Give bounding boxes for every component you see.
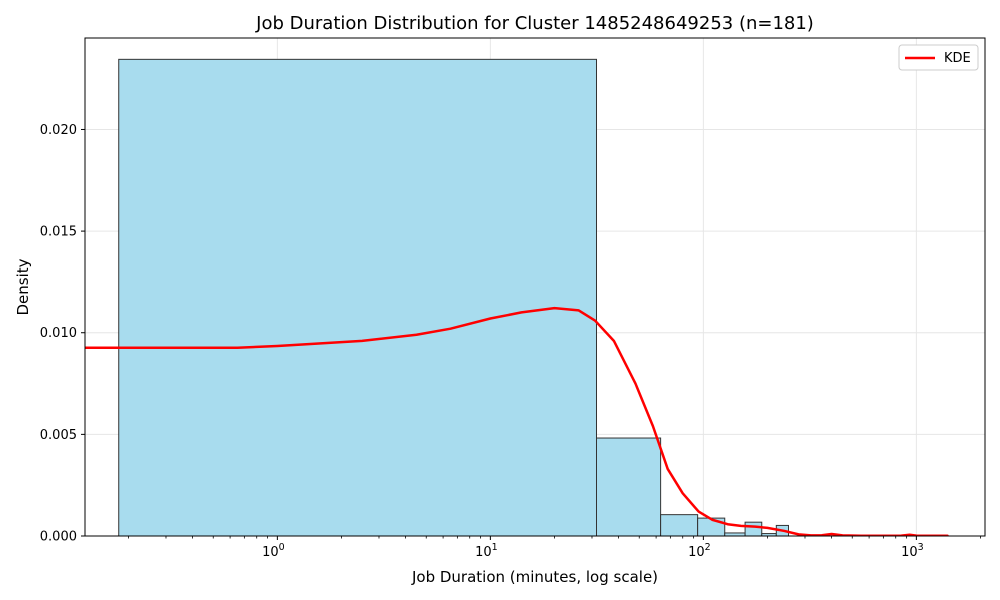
y-tick-label: 0.020	[40, 123, 77, 138]
y-tick-label: 0.000	[40, 530, 77, 545]
y-tick-label: 0.005	[40, 428, 77, 443]
x-tick-label: 103	[901, 542, 924, 560]
y-tick-label: 0.015	[40, 225, 77, 240]
histogram-bar	[596, 437, 662, 536]
histogram-bar	[744, 521, 763, 536]
y-axis-label: Density	[14, 258, 32, 315]
x-tick-label: 102	[688, 542, 711, 560]
x-axis-label: Job Duration (minutes, log scale)	[411, 568, 658, 586]
histogram-bar	[697, 517, 726, 536]
legend-box	[898, 44, 979, 71]
y-tick-label: 0.010	[40, 326, 77, 341]
histogram-bar	[118, 58, 598, 536]
x-minor-ticks	[128, 536, 981, 539]
x-tick-label: 101	[475, 542, 498, 560]
histogram-bars	[118, 58, 789, 536]
axis-ticks: 0.000 0.005 0.010 0.015 0.020 100 101 102 103	[40, 123, 981, 560]
x-tick-label: 100	[262, 542, 285, 560]
histogram-bar	[660, 514, 699, 536]
chart-title: Job Duration Distribution for Cluster 14…	[255, 13, 814, 34]
legend-kde-label: KDE	[944, 51, 971, 66]
plot-frame	[84, 37, 986, 537]
legend: KDE	[898, 44, 979, 71]
